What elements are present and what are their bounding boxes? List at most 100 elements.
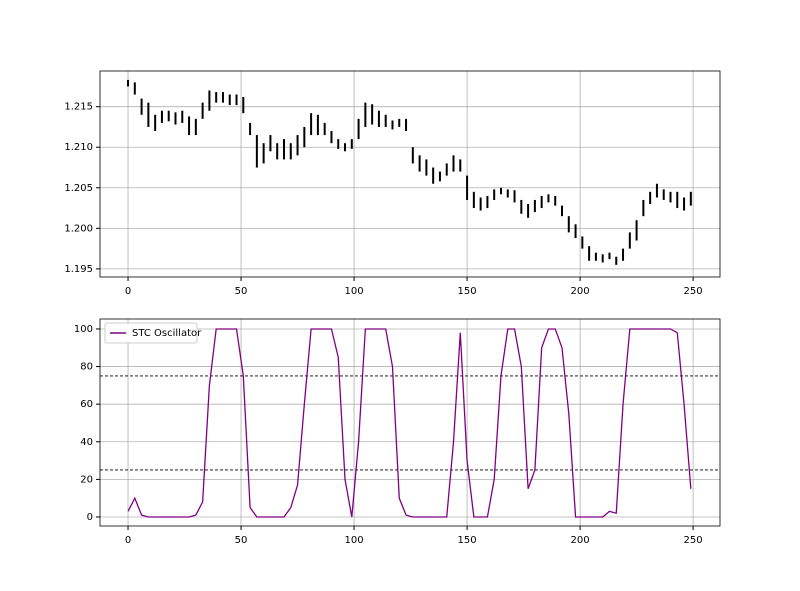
x-tick-label: 250 (684, 535, 703, 546)
x-tick-label: 150 (458, 535, 477, 546)
y-tick-label: 1.215 (64, 102, 93, 113)
price-bar (635, 220, 638, 241)
x-tick-label: 0 (125, 286, 131, 297)
price-bar (649, 191, 652, 205)
price-bar (432, 167, 435, 184)
price-bar (215, 92, 218, 103)
price-bar (384, 114, 387, 127)
price-bar (154, 114, 157, 132)
price-bar (262, 143, 265, 164)
price-bar (594, 252, 597, 261)
x-tick-label: 250 (684, 286, 703, 297)
price-bar (520, 199, 523, 214)
price-bar (608, 252, 611, 260)
price-bar (188, 116, 191, 136)
price-bar (276, 143, 279, 160)
y-tick-label: 1.205 (64, 183, 93, 194)
price-bar (255, 135, 258, 168)
price-bar (249, 122, 252, 136)
price-bar (411, 147, 414, 164)
price-bar (506, 189, 509, 198)
axes: 0 50 100 150 200 250 1.195 1.200 1.205 1.210 1.215 (64, 70, 721, 297)
price-bar (547, 194, 550, 203)
y-tick-label: 1.195 (64, 264, 93, 275)
price-bar (350, 139, 353, 149)
y-tick-label: 20 (80, 474, 93, 485)
x-tick-label: 150 (458, 286, 477, 297)
price-bar (323, 122, 326, 136)
price-bar (364, 102, 367, 127)
price-bar (398, 118, 401, 127)
price-bar (269, 135, 272, 152)
legend: STC Oscillator (104, 322, 202, 344)
y-tick-label: 40 (80, 437, 93, 448)
y-tick-label: 1.210 (64, 142, 93, 153)
price-bar (221, 92, 224, 103)
price-bar (377, 110, 380, 127)
price-bar (588, 246, 591, 261)
price-bar (615, 256, 618, 265)
price-bar (540, 195, 543, 209)
price-bar (127, 79, 130, 87)
price-bar (181, 110, 184, 123)
price-bar (228, 94, 231, 106)
price-bar (655, 183, 658, 198)
x-tick-label: 200 (571, 535, 590, 546)
price-bar (683, 197, 686, 211)
x-tick-label: 0 (125, 535, 131, 546)
price-bar (371, 104, 374, 125)
x-tick-label: 100 (345, 286, 364, 297)
price-bar (303, 126, 306, 148)
price-bar (452, 155, 455, 172)
price-bar (147, 102, 150, 127)
x-tick-label: 50 (235, 535, 248, 546)
price-bar (479, 197, 482, 211)
price-bar (405, 118, 408, 132)
price-bar (425, 159, 428, 176)
price-bar (418, 155, 421, 172)
price-bar (493, 189, 496, 200)
y-tick-label: 60 (80, 399, 93, 410)
price-bar (208, 90, 211, 111)
price-bar (140, 98, 143, 115)
price-bar (499, 187, 502, 195)
axes: 0 50 100 150 200 250 0 20 40 60 80 100 STC Oscillato… (74, 318, 721, 546)
price-bar (201, 102, 204, 119)
price-bar (167, 110, 170, 122)
y-tick-label: 80 (80, 362, 93, 373)
price-bar (344, 143, 347, 152)
price-bar (662, 189, 665, 200)
price-bar (391, 120, 394, 130)
price-bar (330, 131, 333, 144)
price-bar (316, 114, 319, 136)
price-bar (689, 191, 692, 206)
price-bar (242, 96, 245, 114)
legend-box (104, 322, 198, 344)
price-bar (194, 118, 197, 136)
price-bar (235, 94, 238, 106)
price-bar (438, 171, 441, 182)
price-bar (533, 199, 536, 213)
price-bar (561, 205, 564, 217)
price-bar (574, 224, 577, 239)
y-tick-label: 100 (74, 324, 93, 335)
price-bar (676, 191, 679, 209)
stc-line (127, 328, 692, 518)
price-bar (567, 216, 570, 233)
y-tick-label: 0 (87, 512, 93, 523)
y-tick-label: 1.200 (64, 223, 93, 234)
price-bar (310, 113, 313, 136)
price-bar (445, 163, 448, 176)
price-bar (642, 199, 645, 217)
price-bar (357, 118, 360, 140)
price-bar (472, 191, 475, 209)
legend-label: STC Oscillator (132, 328, 202, 339)
price-bar (601, 254, 604, 263)
price-bar (669, 191, 672, 203)
price-bar (581, 236, 584, 249)
price-bar (160, 110, 163, 123)
price-bar (296, 135, 299, 156)
price-bar (513, 190, 516, 203)
price-bar (459, 159, 462, 172)
